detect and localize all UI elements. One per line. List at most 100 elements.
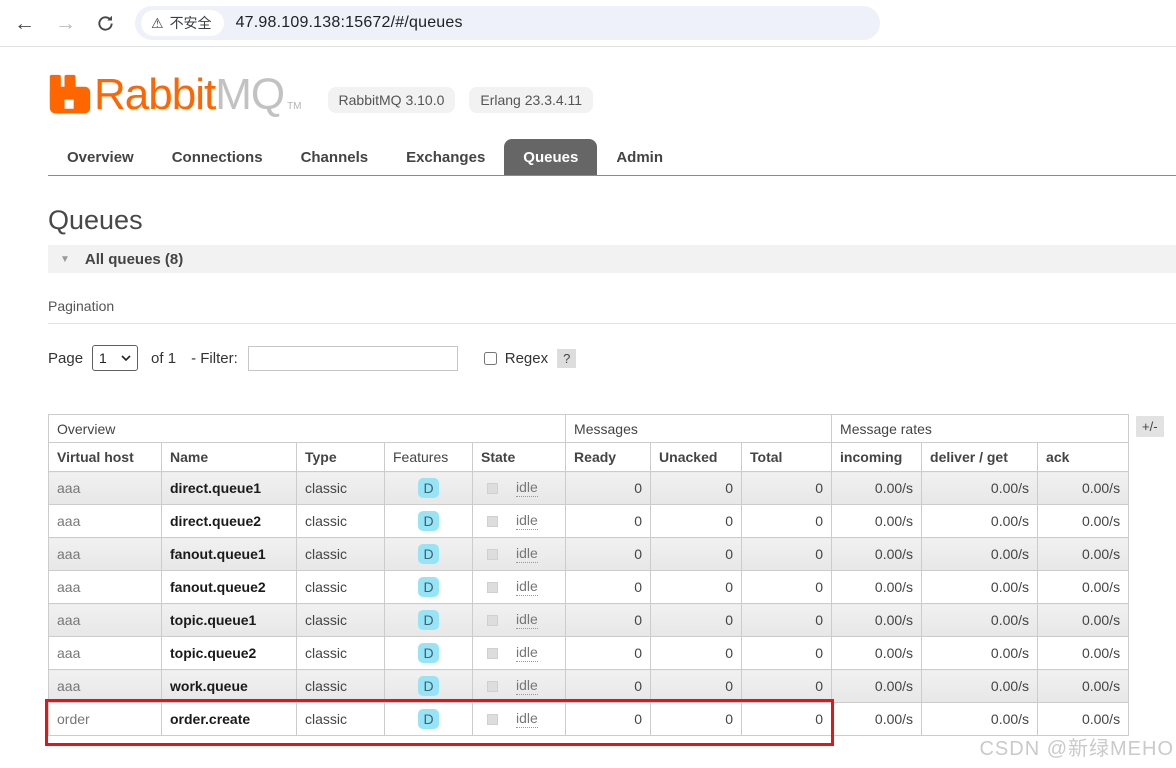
cell-total: 0 <box>741 471 833 505</box>
tab-channels[interactable]: Channels <box>300 149 369 166</box>
durable-badge[interactable]: D <box>418 709 439 729</box>
state-label[interactable]: idle <box>516 512 538 530</box>
state-icon <box>487 482 498 494</box>
cell-deliver-get: 0.00/s <box>921 537 1039 571</box>
cell-queue-name[interactable]: fanout.queue1 <box>161 537 297 571</box>
cell-unacked: 0 <box>650 537 743 571</box>
col-total[interactable]: Total <box>741 442 833 472</box>
cell-incoming: 0.00/s <box>831 570 923 604</box>
state-label[interactable]: idle <box>516 611 538 629</box>
security-chip[interactable]: ⚠ 不安全 <box>141 10 224 36</box>
cell-queue-name[interactable]: work.queue <box>161 669 297 703</box>
cell-ack: 0.00/s <box>1037 669 1130 703</box>
tab-connections[interactable]: Connections <box>171 149 263 166</box>
regex-checkbox[interactable] <box>483 351 497 365</box>
cell-deliver-get: 0.00/s <box>921 669 1039 703</box>
durable-badge[interactable]: D <box>418 676 439 696</box>
table-row: aaa work.queue classic D idle 0 0 0 0.00… <box>48 669 1130 703</box>
pagination-label: Pagination <box>48 298 115 314</box>
cell-queue-name[interactable]: fanout.queue2 <box>161 570 297 604</box>
cell-type: classic <box>296 669 385 703</box>
cell-deliver-get: 0.00/s <box>921 570 1039 604</box>
all-queues-section-header[interactable]: ▼ All queues (8) <box>48 245 1176 273</box>
state-label[interactable]: idle <box>516 710 538 728</box>
rabbitmq-version-badge: RabbitMQ 3.10.0 <box>327 87 456 113</box>
url-text[interactable]: 47.98.109.138:15672/#/queues <box>235 14 463 31</box>
col-name[interactable]: Name <box>161 442 297 472</box>
cell-queue-name[interactable]: topic.queue2 <box>161 636 297 670</box>
cell-ready: 0 <box>565 570 652 604</box>
cell-vhost: aaa <box>48 537 162 571</box>
url-bar[interactable]: ⚠ 不安全 47.98.109.138:15672/#/queues <box>135 6 880 40</box>
refresh-icon[interactable] <box>96 14 115 33</box>
rabbitmq-logo-icon <box>49 74 91 114</box>
state-label[interactable]: idle <box>516 545 538 563</box>
durable-badge[interactable]: D <box>418 478 439 498</box>
cell-type: classic <box>296 504 385 538</box>
cell-incoming: 0.00/s <box>831 636 923 670</box>
forward-icon[interactable]: → <box>55 11 76 35</box>
state-label[interactable]: idle <box>516 578 538 596</box>
cell-queue-name[interactable]: direct.queue1 <box>161 471 297 505</box>
refresh-glyph <box>98 15 113 31</box>
cell-total: 0 <box>741 504 833 538</box>
col-ack[interactable]: ack <box>1037 442 1130 472</box>
logo-text-mq: MQ <box>215 70 285 120</box>
cell-vhost: aaa <box>48 636 162 670</box>
logo-text-rabbit: Rabbit <box>94 70 216 120</box>
state-label[interactable]: idle <box>516 479 538 497</box>
table-row: aaa topic.queue1 classic D idle 0 0 0 0.… <box>48 603 1130 637</box>
group-messages: Messages <box>565 414 833 443</box>
regex-help-button[interactable]: ? <box>557 348 577 368</box>
column-toggle-button[interactable]: +/- <box>1136 416 1164 437</box>
col-type[interactable]: Type <box>296 442 385 472</box>
pagination-controls: Page 1 of 1 - Filter: Regex ? <box>48 345 1176 371</box>
cell-type: classic <box>296 471 385 505</box>
durable-badge[interactable]: D <box>418 544 439 564</box>
back-icon[interactable]: ← <box>14 11 35 35</box>
state-icon <box>487 680 498 692</box>
cell-queue-name[interactable]: order.create <box>161 702 297 736</box>
erlang-version-badge: Erlang 23.3.4.11 <box>469 87 594 113</box>
tab-exchanges[interactable]: Exchanges <box>406 149 486 166</box>
state-icon <box>487 614 498 626</box>
cell-total: 0 <box>741 603 833 637</box>
durable-badge[interactable]: D <box>418 610 439 630</box>
tab-queues[interactable]: Queues <box>504 139 598 175</box>
cell-queue-name[interactable]: topic.queue1 <box>161 603 297 637</box>
tab-overview[interactable]: Overview <box>67 149 134 166</box>
state-label[interactable]: idle <box>516 677 538 695</box>
col-deliver-get[interactable]: deliver / get <box>921 442 1039 472</box>
table-row: aaa fanout.queue1 classic D idle 0 0 0 0… <box>48 537 1130 571</box>
cell-incoming: 0.00/s <box>831 603 923 637</box>
cell-incoming: 0.00/s <box>831 669 923 703</box>
col-virtual-host[interactable]: Virtual host <box>48 442 162 472</box>
durable-badge[interactable]: D <box>418 577 439 597</box>
tab-admin[interactable]: Admin <box>616 149 663 166</box>
cell-vhost: aaa <box>48 504 162 538</box>
cell-unacked: 0 <box>650 504 743 538</box>
cell-total: 0 <box>741 636 833 670</box>
cell-ready: 0 <box>565 537 652 571</box>
state-label[interactable]: idle <box>516 644 538 662</box>
col-incoming[interactable]: incoming <box>831 442 923 472</box>
page-select[interactable]: 1 <box>92 345 139 371</box>
col-state[interactable]: State <box>471 442 567 472</box>
table-column-header-row: Virtual host Name Type Features State Re… <box>48 442 1130 472</box>
durable-badge[interactable]: D <box>418 643 439 663</box>
col-unacked[interactable]: Unacked <box>650 442 743 472</box>
durable-badge[interactable]: D <box>418 511 439 531</box>
browser-toolbar: ← → ⚠ 不安全 47.98.109.138:15672/#/queues <box>0 0 1176 47</box>
cell-type: classic <box>296 537 385 571</box>
col-ready[interactable]: Ready <box>565 442 652 472</box>
rabbitmq-logo[interactable]: RabbitMQ TM <box>48 73 302 117</box>
cell-queue-name[interactable]: direct.queue2 <box>161 504 297 538</box>
cell-ready: 0 <box>565 702 652 736</box>
regex-label: Regex <box>504 349 549 367</box>
cell-deliver-get: 0.00/s <box>921 471 1039 505</box>
cell-vhost: aaa <box>48 471 162 505</box>
filter-input[interactable] <box>247 345 458 371</box>
cell-ack: 0.00/s <box>1037 504 1130 538</box>
cell-unacked: 0 <box>650 702 743 736</box>
select-chevron-icon <box>121 355 131 361</box>
